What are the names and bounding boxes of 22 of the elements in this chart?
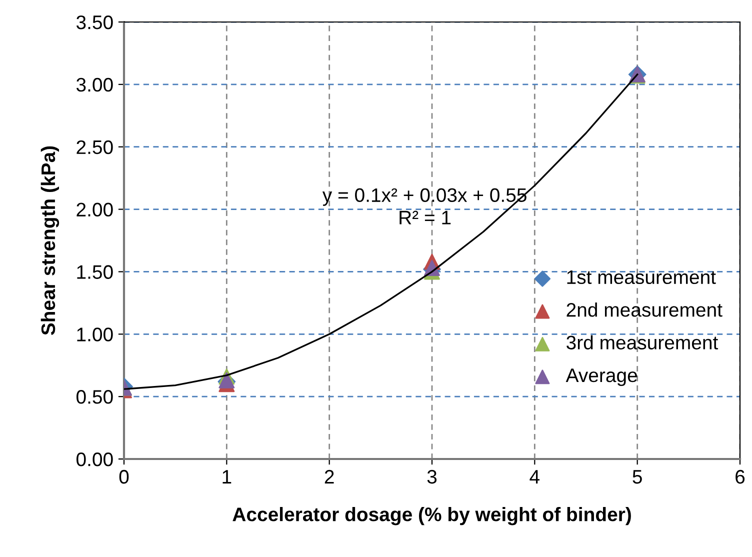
y-tick-label: 2.50 (76, 140, 113, 154)
y-tick-label: 3.50 (76, 15, 113, 30)
legend-label: 2nd measurement (566, 302, 722, 317)
x-tick-label: 1 (222, 470, 232, 484)
y-tick-label: 3.00 (76, 78, 113, 92)
y-tick-label: 1.50 (77, 265, 113, 279)
x-tick-label: 6 (736, 470, 745, 484)
x-tick-label: 5 (632, 470, 642, 484)
y-tick-label: 0.50 (76, 390, 113, 404)
x-tick-label: 3 (427, 470, 437, 484)
legend-label: 3rd measurement (566, 335, 718, 350)
y-axis-title: Shear strength (kPa) (40, 146, 60, 336)
y-tick-label: 2.00 (76, 202, 113, 217)
y-tick-label: 1.00 (77, 328, 113, 342)
y-tick-label: 0.00 (76, 452, 113, 466)
legend-label: 1st measurement (567, 270, 716, 284)
annotation: R² = 1 (400, 210, 451, 224)
x-tick-label: 0 (119, 470, 129, 484)
x-tick-label: 2 (324, 470, 334, 484)
x-tick-label: 4 (530, 470, 540, 484)
legend-label: Average (566, 368, 638, 386)
x-axis-title: Accelerator dosage (% by weight of binder) (232, 506, 631, 526)
